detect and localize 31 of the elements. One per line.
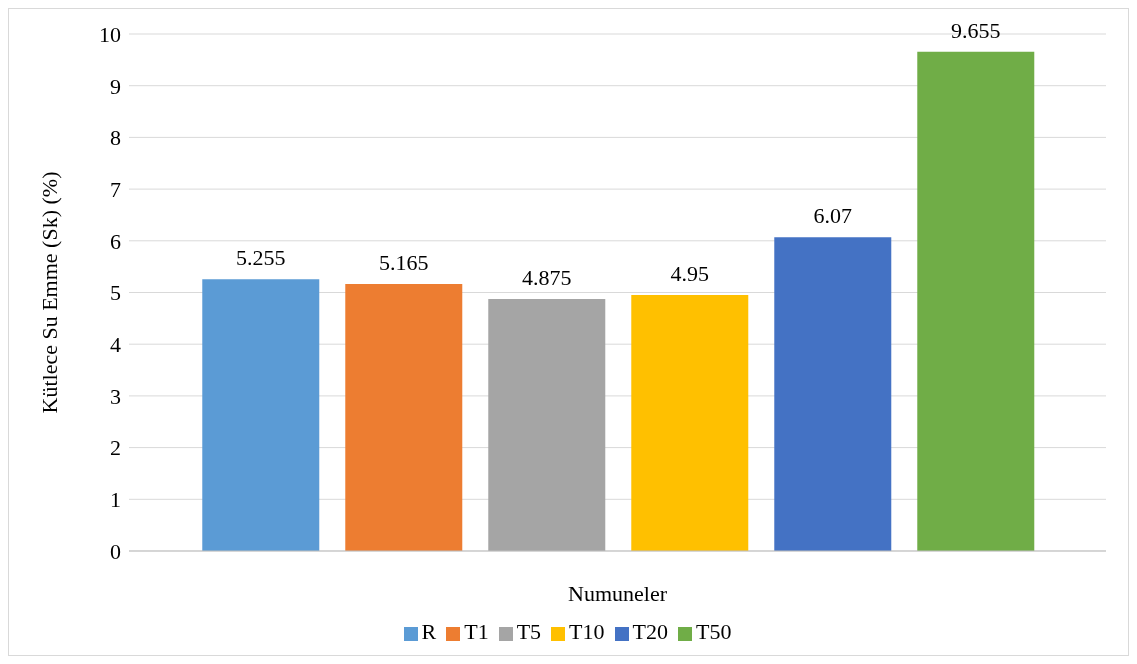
data-label: 5.255 <box>236 245 286 271</box>
legend-label: R <box>421 619 437 644</box>
legend-label: T1 <box>464 619 489 644</box>
y-tick-label: 9 <box>110 73 121 99</box>
y-tick-label: 6 <box>110 228 121 254</box>
x-axis-title: Numuneler <box>568 581 668 606</box>
data-label: 4.875 <box>522 264 572 290</box>
bar <box>202 279 320 551</box>
y-tick-label: 2 <box>110 435 121 461</box>
y-tick-label: 0 <box>110 538 121 564</box>
legend-label: T10 <box>569 619 605 644</box>
data-label: 6.07 <box>813 203 853 229</box>
y-tick-label: 3 <box>110 383 121 409</box>
legend-label: T5 <box>516 619 542 644</box>
y-tick-label: 10 <box>99 21 121 47</box>
y-tick-label: 4 <box>110 332 121 358</box>
y-axis-title: Kütlece Su Emme (Sk) (%) <box>36 171 62 414</box>
data-label: 4.95 <box>670 261 710 287</box>
bar <box>774 237 892 551</box>
bar <box>488 298 606 551</box>
legend-label: T50 <box>696 619 732 644</box>
bar <box>345 283 463 551</box>
y-tick-label: 1 <box>110 487 121 513</box>
bar <box>917 51 1035 551</box>
y-tick-label: 7 <box>110 176 121 202</box>
legend-label: T20 <box>632 619 669 644</box>
data-label: 9.655 <box>951 17 1001 43</box>
y-tick-label: 8 <box>110 125 121 151</box>
bar <box>631 295 749 551</box>
y-tick-label: 5 <box>110 280 121 306</box>
data-label: 5.165 <box>379 249 429 275</box>
